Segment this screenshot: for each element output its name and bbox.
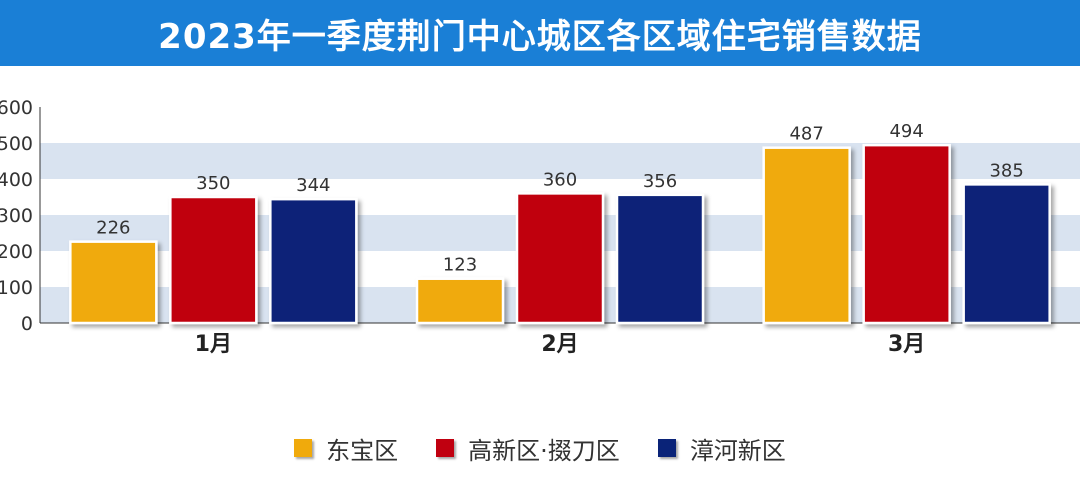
data-label: 344 bbox=[296, 175, 330, 196]
legend: 东宝区 高新区·掇刀区 漳河新区 bbox=[0, 428, 1080, 468]
y-tick-label: 100 bbox=[0, 277, 33, 299]
data-label: 123 bbox=[443, 255, 477, 276]
y-tick-label: 200 bbox=[0, 241, 33, 263]
legend-label: 东宝区 bbox=[326, 436, 399, 465]
y-tick-label: 500 bbox=[0, 133, 33, 155]
bar bbox=[169, 195, 258, 325]
legend-swatch bbox=[436, 439, 455, 457]
bar bbox=[762, 146, 851, 325]
bar bbox=[269, 197, 358, 325]
data-label: 226 bbox=[96, 218, 130, 239]
data-label: 350 bbox=[196, 173, 230, 194]
bar-chart: 0 100 200 300 400 500 600 226 350 344 1月 123 360 356 2… bbox=[0, 97, 1080, 357]
x-tick-label: 3月 bbox=[888, 332, 925, 357]
legend-item: 高新区·掇刀区 bbox=[436, 431, 620, 466]
data-label: 356 bbox=[643, 171, 677, 192]
legend-swatch bbox=[657, 439, 676, 457]
data-label: 360 bbox=[543, 169, 577, 190]
data-label: 494 bbox=[889, 121, 923, 142]
legend-item: 漳河新区 bbox=[657, 431, 786, 466]
y-tick-label: 600 bbox=[0, 97, 33, 119]
y-tick-label: 300 bbox=[0, 205, 33, 227]
bar bbox=[69, 240, 158, 325]
title-bar: 2023年一季度荆门中心城区各区域住宅销售数据 bbox=[0, 0, 1080, 66]
bar bbox=[862, 143, 951, 325]
data-label: 385 bbox=[989, 160, 1023, 181]
legend-item: 东宝区 bbox=[294, 431, 398, 466]
legend-swatch bbox=[294, 439, 313, 457]
bar bbox=[515, 192, 605, 325]
y-tick-label: 400 bbox=[0, 169, 33, 191]
bar bbox=[415, 277, 505, 325]
x-tick-label: 2月 bbox=[541, 332, 578, 357]
legend-label: 漳河新区 bbox=[689, 436, 786, 465]
y-tick-label: 0 bbox=[21, 313, 33, 335]
legend-label: 高新区·掇刀区 bbox=[468, 436, 620, 465]
data-label: 487 bbox=[789, 124, 823, 145]
bar bbox=[615, 193, 705, 325]
chart-title: 2023年一季度荆门中心城区各区域住宅销售数据 bbox=[158, 16, 922, 57]
bar bbox=[962, 183, 1051, 325]
x-tick-label: 1月 bbox=[195, 332, 232, 357]
